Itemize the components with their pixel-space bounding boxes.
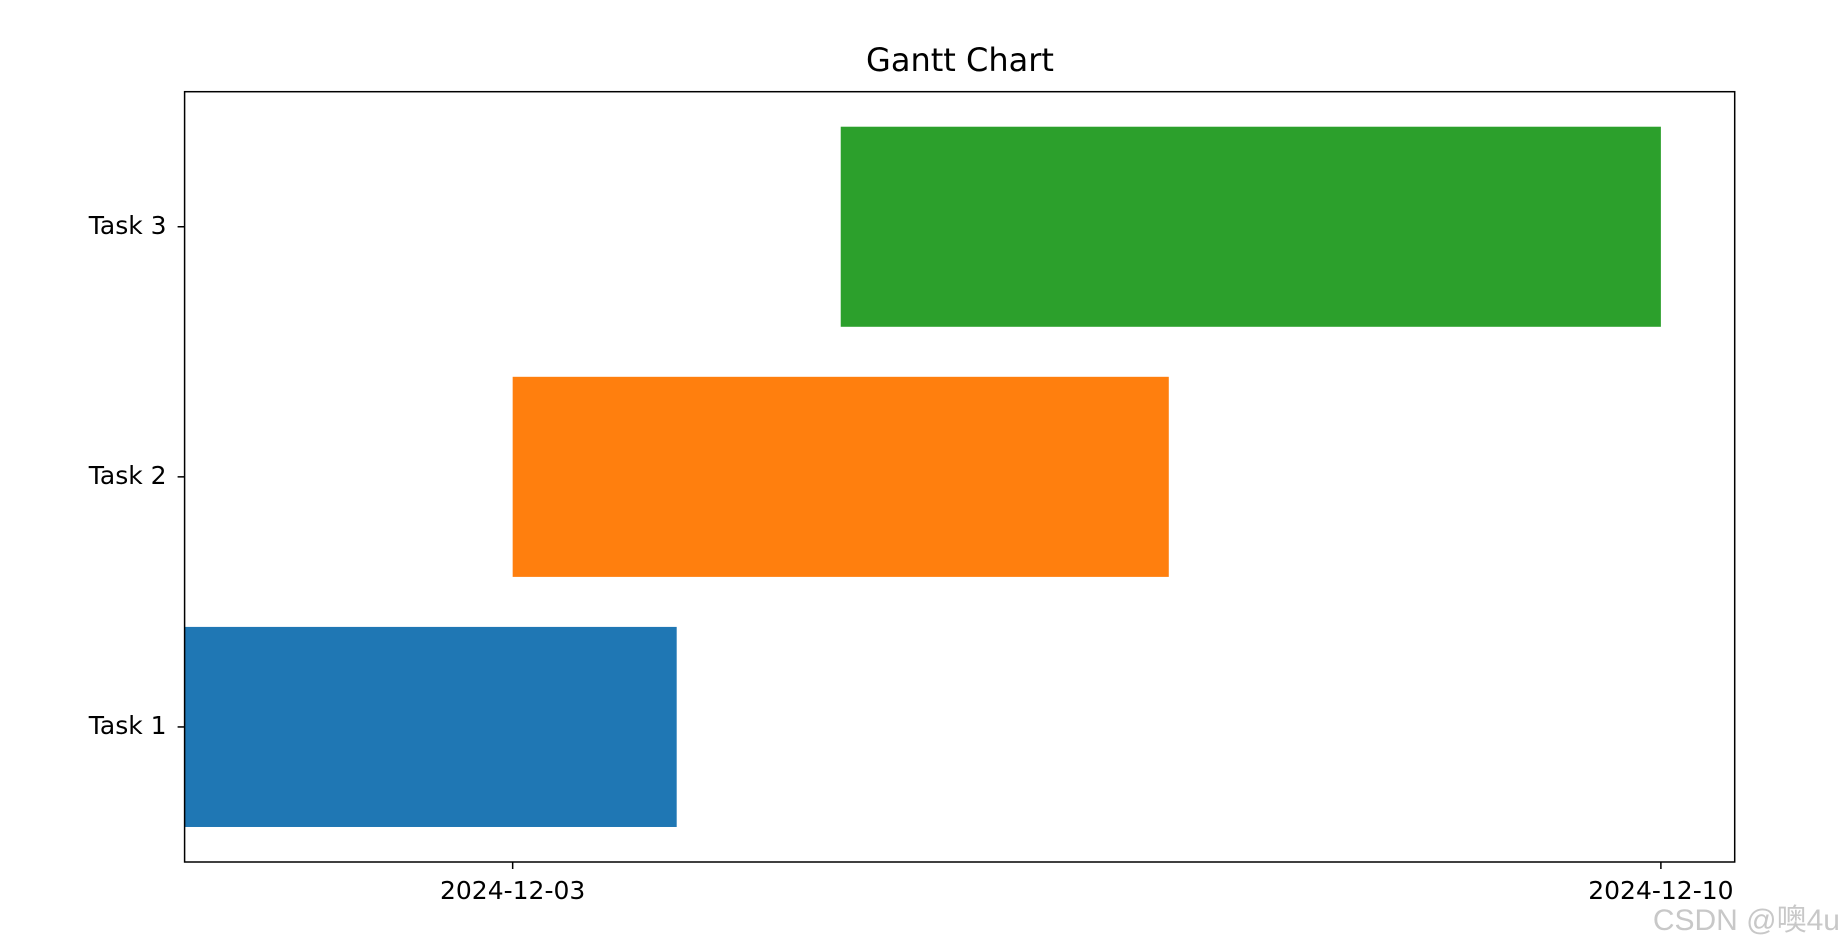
bar <box>184 626 677 827</box>
watermark: CSDN @噢4u <box>1653 904 1840 937</box>
y-tick-label: Task 2 <box>88 461 167 490</box>
x-tick-label: 2024-12-10 <box>1588 876 1733 905</box>
bar <box>840 126 1661 327</box>
x-tick-label: 2024-12-03 <box>440 876 585 905</box>
bar <box>512 376 1169 577</box>
y-tick-label: Task 1 <box>88 711 167 740</box>
plot-frame <box>183 90 1736 863</box>
chart-title: Gantt Chart <box>866 41 1054 79</box>
y-tick-label: Task 3 <box>88 211 167 240</box>
